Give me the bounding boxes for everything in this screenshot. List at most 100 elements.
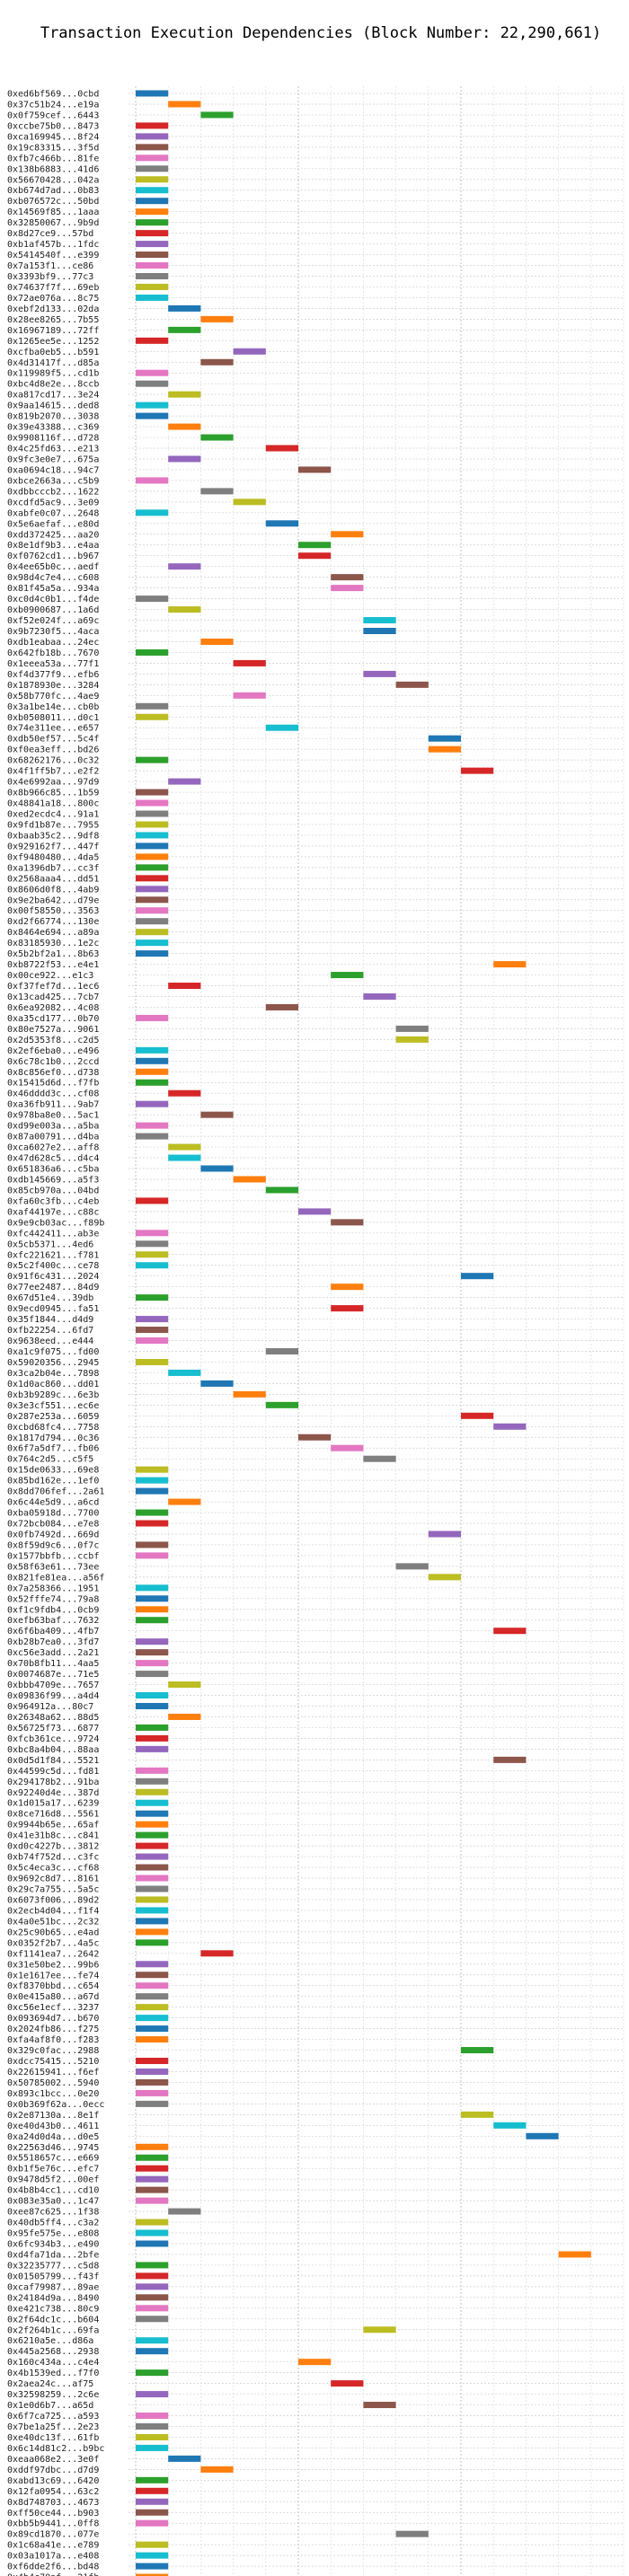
row-label: 0x15415d6d...f7fb — [7, 1079, 99, 1089]
row-label: 0xdd372425...aa20 — [7, 530, 99, 540]
tx-bar — [136, 2444, 169, 2451]
tx-bar — [331, 2380, 364, 2387]
tx-bar — [136, 1541, 169, 1548]
tx-bar — [136, 2078, 169, 2086]
row-label: 0x87a00791...d4ba — [7, 1133, 99, 1142]
row-label: 0x6c78c1b0...2ccd — [7, 1057, 99, 1067]
row-label: 0x8464e694...a89a — [7, 928, 99, 938]
tx-bar — [136, 2519, 169, 2527]
row-label: 0xbc4d8e2e...8ccb — [7, 380, 99, 390]
row-label: 0xf6dde2f6...bd48 — [7, 2563, 99, 2572]
row-label: 0x1e0d6b7...a65d — [7, 2401, 93, 2411]
row-label: 0xb0508011...d0c1 — [7, 713, 99, 723]
row-label: 0x8e1df9b3...e4aa — [7, 541, 99, 551]
tx-bar — [136, 1358, 169, 1365]
row-label: 0xbce2663a...c5b9 — [7, 476, 99, 486]
tx-bar — [265, 1003, 298, 1010]
tx-bar — [363, 628, 396, 634]
row-label: 0x651836a6...c5ba — [7, 1165, 99, 1175]
row-label: 0xee87c625...1f38 — [7, 2208, 99, 2218]
tx-bar — [331, 531, 364, 538]
tx-bar — [136, 283, 169, 290]
tx-bar — [136, 176, 169, 183]
tx-bar — [168, 326, 201, 333]
row-label: 0x29c7a755...5a5c — [7, 1884, 99, 1894]
row-label: 0x7a153f1...ce86 — [7, 261, 93, 271]
row-label: 0x25c90b65...e4ad — [7, 1928, 99, 1937]
row-label: 0x16967189...72ff — [7, 326, 99, 336]
tx-bar — [136, 842, 169, 850]
tx-bar — [558, 2251, 591, 2258]
tx-bar — [136, 1788, 169, 1795]
row-label: 0x0f759cef...6443 — [7, 110, 99, 120]
tx-bar — [136, 2541, 169, 2548]
row-label: 0xf0ea3eff...bd26 — [7, 745, 99, 755]
row-label: 0x4b1539ed...f7f0 — [7, 2369, 99, 2378]
row-label: 0x4f1ff5b7...e2f2 — [7, 767, 99, 777]
row-label: 0x5b2bf2a1...8b63 — [7, 949, 99, 959]
tx-bar — [136, 1928, 169, 1936]
row-label: 0x58b770fc...4ae9 — [7, 692, 99, 701]
tx-bar — [168, 101, 201, 108]
tx-bar — [136, 1133, 169, 1140]
tx-bar — [136, 1197, 169, 1204]
row-label: 0xfc221621...f781 — [7, 1250, 99, 1260]
row-label: 0x92240d4e...387d — [7, 1788, 99, 1798]
row-label: 0x4a0e51bc...2c32 — [7, 1917, 99, 1927]
tx-bar — [136, 789, 169, 796]
row-label: 0xc0d4c0b1...f4de — [7, 595, 99, 604]
row-label: 0x8c856ef0...d738 — [7, 1068, 99, 1078]
tx-bar — [136, 272, 169, 279]
tx-bar — [136, 154, 169, 162]
tx-bar — [136, 2089, 169, 2096]
tx-bar — [136, 2369, 169, 2377]
row-label: 0x0fb7492d...669d — [7, 1530, 99, 1539]
tx-bar — [136, 1638, 169, 1645]
tx-bar — [136, 90, 169, 97]
tx-bar — [136, 1982, 169, 1989]
tx-bar — [136, 713, 169, 720]
tx-bar — [136, 1961, 169, 1968]
row-label: 0x59020356...2945 — [7, 1358, 99, 1368]
row-label: 0x9aa14615...ded8 — [7, 401, 99, 411]
tx-bar — [200, 434, 234, 441]
tx-bar — [136, 1509, 169, 1516]
row-label: 0x0b369f62a...0ecc — [7, 2100, 104, 2110]
tx-bar — [136, 2272, 169, 2280]
row-label: 0xcfba0eb5...b591 — [7, 348, 99, 357]
row-label: 0xb8722f53...e4e1 — [7, 960, 99, 970]
row-label: 0x89cd1870...077e — [7, 2530, 99, 2540]
tx-bar — [136, 2068, 169, 2075]
tx-bar — [136, 198, 169, 205]
tx-bar — [136, 1100, 169, 1107]
tx-bar — [136, 1466, 169, 1473]
row-label: 0xcaf79987...89ae — [7, 2282, 99, 2292]
tx-bar — [136, 1595, 169, 1602]
tx-bar — [136, 219, 169, 226]
row-label: 0x9e9cb03ac...f89b — [7, 1218, 104, 1228]
tx-bar — [136, 1337, 169, 1345]
row-label: 0x1d015a17...6239 — [7, 1799, 99, 1809]
row-label: 0xeaa068e2...3e0f — [7, 2455, 99, 2465]
tx-bar — [331, 585, 364, 592]
tx-bar — [136, 1842, 169, 1849]
tx-bar — [136, 907, 169, 914]
row-label: 0x821fe81ea...a56f — [7, 1573, 104, 1583]
row-label: 0xa1396db7...cc3f — [7, 863, 99, 873]
row-label: 0xe40dc13f...61fb — [7, 2433, 99, 2443]
tx-bar — [461, 1412, 494, 1419]
tx-bar — [168, 983, 201, 990]
tx-bar — [265, 1187, 298, 1194]
row-label: 0x2568aaa4...dd51 — [7, 874, 99, 884]
tx-bar — [136, 1810, 169, 1817]
row-label: 0x6f7ca725...a593 — [7, 2412, 99, 2422]
tx-bar — [331, 972, 364, 979]
tx-bar — [136, 1734, 169, 1742]
row-label: 0xcdfd5ac9...3e09 — [7, 498, 99, 507]
tx-bar — [136, 337, 169, 344]
row-label: 0x14569f85...1aaa — [7, 207, 99, 217]
row-label: 0x5c4eca3c...cf68 — [7, 1864, 99, 1874]
tx-bar — [136, 1724, 169, 1731]
tx-bar — [395, 1036, 429, 1043]
tx-bar — [331, 1444, 364, 1451]
